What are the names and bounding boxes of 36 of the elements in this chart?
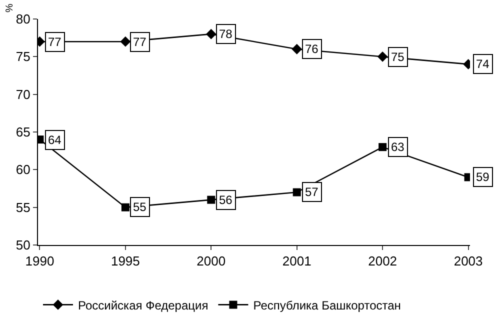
x-tick-label: 1990: [25, 254, 54, 269]
y-axis-title: %: [4, 4, 16, 12]
y-tick-label: 80: [16, 12, 30, 27]
point: [207, 196, 216, 204]
x-tick-label: 2001: [282, 254, 312, 269]
y-tick-label: 60: [16, 162, 30, 178]
x-tick-label: 2002: [368, 254, 398, 269]
data-label: 77: [133, 35, 147, 49]
data-label: 75: [391, 50, 405, 64]
x-tick-label: 1995: [110, 254, 140, 269]
point: [292, 44, 302, 54]
data-label: 59: [476, 170, 490, 184]
data-label: 56: [219, 193, 233, 207]
data-label: 77: [48, 35, 62, 49]
point: [378, 143, 387, 152]
y-tick-label: 65: [16, 124, 30, 140]
point: [120, 36, 131, 47]
point: [292, 188, 301, 196]
y-tick-label: 50: [16, 238, 30, 253]
y-tick-label: 70: [16, 86, 30, 102]
data-label: 76: [305, 42, 319, 56]
x-tick-label: 2003: [454, 254, 483, 269]
point: [377, 51, 388, 62]
data-label: 63: [391, 140, 405, 154]
legend-label: Российская Федерация: [78, 298, 208, 312]
y-tick-label: 75: [16, 49, 30, 64]
data-label: 55: [133, 200, 147, 214]
y-tick-label: 55: [16, 200, 30, 215]
x-tick-label: 2000: [196, 254, 226, 269]
legend-label: Республика Башкортостан: [253, 298, 401, 312]
point: [121, 203, 130, 212]
data-label: 78: [219, 27, 233, 41]
data-label: 57: [305, 185, 319, 199]
data-label: 64: [48, 133, 62, 147]
data-label: 74: [476, 57, 490, 71]
point: [206, 28, 216, 40]
